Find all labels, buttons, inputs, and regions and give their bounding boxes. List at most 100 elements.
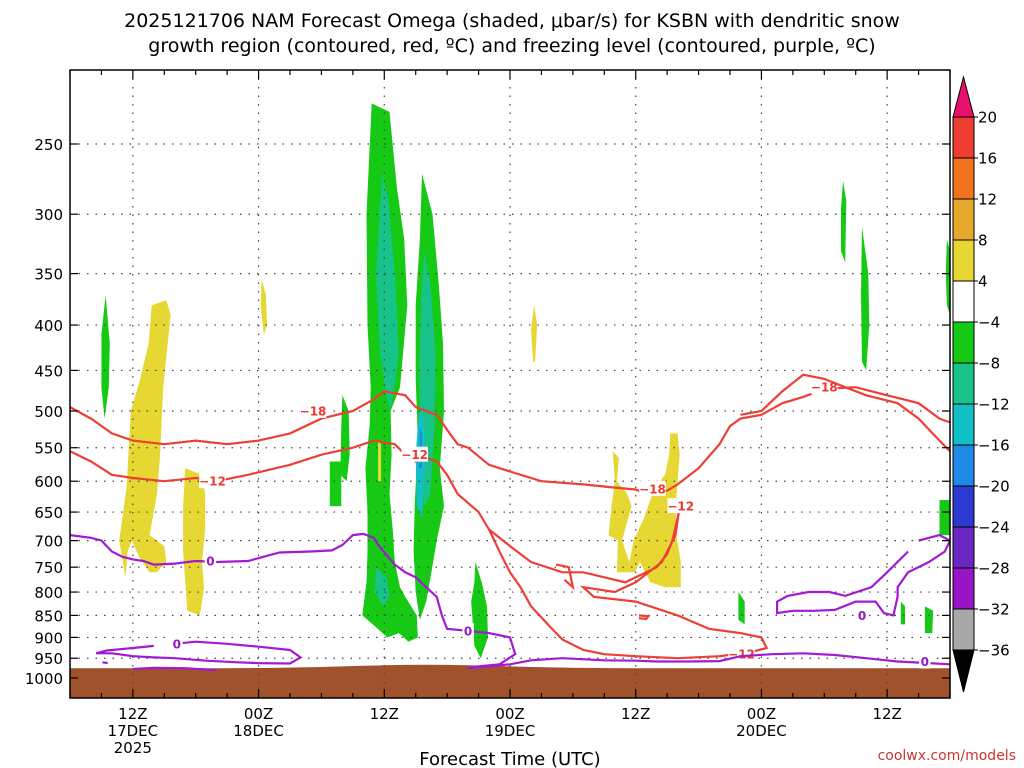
x-tick-label: 00Z [747, 705, 776, 723]
y-tick-label: 600 [34, 473, 63, 491]
colorbar-band [952, 403, 975, 446]
x-tick-label: 12Z [370, 705, 399, 723]
omega-region [119, 300, 171, 578]
y-tick-label: 400 [34, 317, 63, 335]
contour-label-bg [856, 607, 868, 623]
colorbar-label: 8 [978, 232, 988, 250]
x-axis-title: Forecast Time (UTC) [419, 749, 600, 768]
colorbar-label: 16 [978, 150, 997, 168]
omega-region [374, 567, 390, 607]
x-tick-label: 2025 [114, 739, 152, 757]
y-tick-label: 500 [34, 403, 63, 421]
colorbar-band [952, 362, 975, 405]
omega-region [738, 592, 745, 625]
contour-label: 0 [858, 609, 866, 623]
freezing-level-contour-line [95, 640, 303, 665]
contour-label: −12 [199, 475, 226, 489]
omega-region [531, 305, 538, 362]
dgz-contour-line [555, 563, 575, 591]
contour-label-bg [462, 622, 474, 638]
omega-region [101, 295, 110, 419]
y-tick-label: 850 [34, 607, 63, 625]
freezing-level-contour-line [70, 532, 950, 670]
y-tick-label: 800 [34, 584, 63, 602]
contour-label: −18 [639, 482, 666, 496]
omega-region [608, 433, 681, 588]
contour-label: 0 [921, 655, 929, 669]
contour-label-bg [919, 653, 931, 669]
contour-label-bg [299, 403, 327, 418]
x-tick-label: 00Z [495, 705, 524, 723]
colorbar-band [952, 608, 975, 651]
colorbar-label: −8 [978, 355, 1000, 373]
x-tick-label: 19DEC [485, 722, 536, 740]
colorbar-band [952, 526, 975, 569]
colorbar-band [952, 198, 975, 241]
omega-region [183, 468, 206, 616]
omega-region [471, 562, 488, 659]
contour-label-bg [199, 473, 226, 489]
colorbar-label: −16 [978, 437, 1010, 455]
contour-label: −12 [667, 500, 694, 514]
contour-label: −18 [811, 381, 838, 395]
colorbar-label: −36 [978, 642, 1010, 660]
colorbar-band [952, 157, 975, 200]
colorbar-label: 4 [978, 273, 988, 291]
y-tick-label: 750 [34, 559, 63, 577]
x-tick-label: 12Z [621, 705, 650, 723]
contour-label-bg [204, 552, 217, 568]
x-tick-label: 00Z [244, 705, 273, 723]
freezing-level-contour-line [102, 661, 108, 665]
colorbar-band [952, 567, 975, 610]
colorbar-label: 20 [978, 109, 997, 127]
freezing-level-contour-line [776, 533, 950, 617]
chart-title-line-2: growth region (contoured, red, ºC) and f… [148, 35, 875, 57]
ground-layer [70, 664, 950, 698]
omega-region [924, 606, 934, 634]
omega-region [939, 500, 950, 536]
colorbar-label: −32 [978, 601, 1010, 619]
y-tick-label: 950 [34, 650, 63, 668]
contour-label-bg [401, 446, 428, 462]
colorbar-label: −24 [978, 519, 1010, 537]
y-tick-label: 250 [34, 136, 63, 154]
omega-colorbar: 20 16 12 8 4 −4 −8 −12 −16 −20 −24 −28 −32 −36 [952, 75, 1010, 693]
dgz-contour-line [638, 614, 651, 621]
dgz-contour-line [740, 373, 950, 452]
contour-label: 0 [173, 637, 181, 651]
colorbar-label: −12 [978, 396, 1010, 414]
x-tick-label: 12Z [118, 705, 147, 723]
omega-region [375, 173, 399, 411]
contour-label: 0 [464, 624, 472, 638]
y-tick-label: 350 [34, 266, 63, 284]
chart-title: 2025121706 NAM Forecast Omega (shaded, μ… [124, 10, 900, 57]
contour-label-bg [639, 480, 666, 496]
colorbar-label: −28 [978, 560, 1010, 578]
x-tick-label: 18DEC [233, 722, 284, 740]
colorbar-band [952, 239, 975, 282]
omega-region [260, 279, 267, 335]
y-tick-label: 650 [34, 504, 63, 522]
dgz-contour-line [70, 386, 950, 496]
site-credit: coolwx.com/models [878, 748, 1016, 764]
x-tick-label: 17DEC [108, 722, 159, 740]
contour-label: −18 [300, 405, 327, 419]
y-tick-label: 700 [34, 533, 63, 551]
ground-surface [70, 664, 950, 698]
colorbar-label: −20 [978, 478, 1010, 496]
contour-label-bg [667, 498, 695, 514]
x-tick-label: 12Z [872, 705, 901, 723]
omega-region [945, 239, 950, 316]
x-tick-label: 20DEC [736, 722, 787, 740]
dgz-contour-line [70, 439, 769, 660]
colorbar-label: 12 [978, 191, 997, 209]
y-tick-label: 900 [34, 629, 63, 647]
y-tick-label: 300 [34, 206, 63, 224]
y-tick-label: 550 [34, 440, 63, 458]
contour-label: −12 [401, 448, 428, 462]
omega-region [340, 395, 350, 482]
omega-region [378, 440, 382, 482]
contour-label-bg [811, 379, 838, 395]
